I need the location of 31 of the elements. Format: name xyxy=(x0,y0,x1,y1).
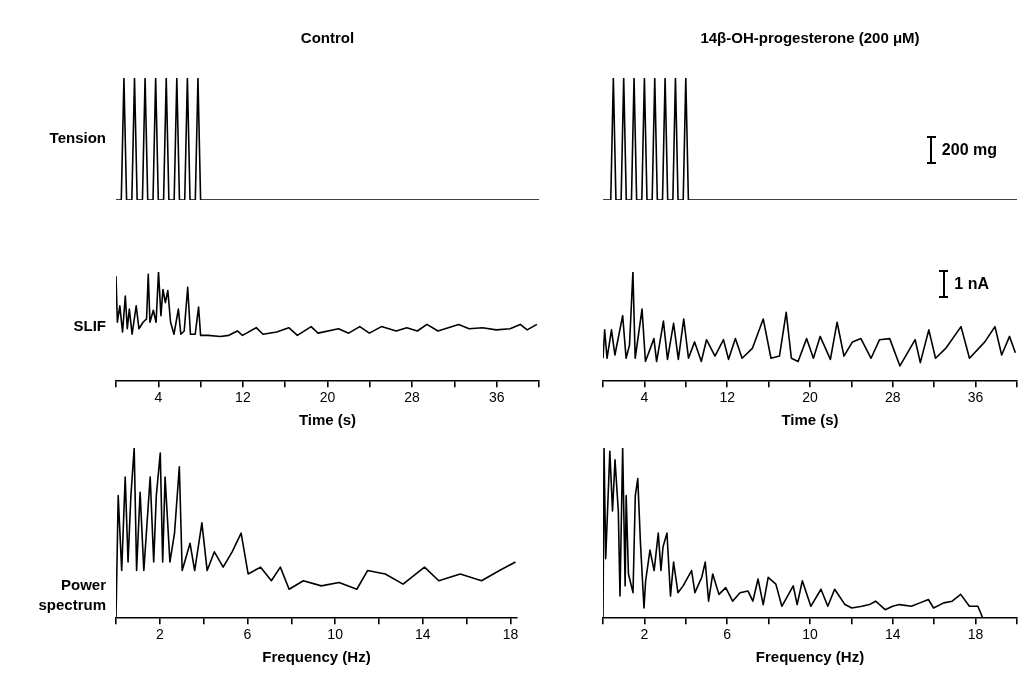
x-tick-label: 36 xyxy=(488,389,505,406)
x-tick-label: 6 xyxy=(723,626,732,643)
x-tick-label: 12 xyxy=(719,389,736,406)
chart-title: 14β-OH-progesterone (200 μM) xyxy=(700,29,920,47)
x-axis-title: Time (s) xyxy=(298,411,357,429)
x-tick-label: 4 xyxy=(640,389,649,406)
x-tick-label: 10 xyxy=(327,626,344,643)
x-axis-title: Frequency (Hz) xyxy=(755,648,865,666)
x-tick-label: 20 xyxy=(802,389,818,406)
x-tick-label: 10 xyxy=(802,626,818,643)
x-tick-label: 14 xyxy=(885,626,901,643)
x-tick-label: 2 xyxy=(155,626,164,643)
x-tick-label: 36 xyxy=(967,389,984,406)
x-tick-label: 6 xyxy=(243,626,252,643)
y-axis-title: SLIF xyxy=(73,316,106,334)
y-axis-title: Power spectrum xyxy=(38,576,107,614)
x-tick-label: 18 xyxy=(502,626,519,643)
annotation: 200 mg xyxy=(941,141,997,159)
x-tick-label: 28 xyxy=(885,389,901,406)
x-axis-title: Frequency (Hz) xyxy=(262,648,371,666)
y-axis-title: Tension xyxy=(49,129,106,147)
x-tick-label: 14 xyxy=(414,626,431,643)
x-axis-title: Time (s) xyxy=(781,411,839,429)
x-tick-label: 28 xyxy=(404,389,421,406)
x-tick-label: 2 xyxy=(640,626,649,643)
chart-title: Control xyxy=(300,29,355,47)
x-tick-label: 4 xyxy=(154,389,163,406)
annotation: 1 nA xyxy=(954,275,989,293)
x-tick-label: 20 xyxy=(319,389,336,406)
x-tick-label: 18 xyxy=(967,626,984,643)
x-tick-label: 12 xyxy=(235,389,251,406)
